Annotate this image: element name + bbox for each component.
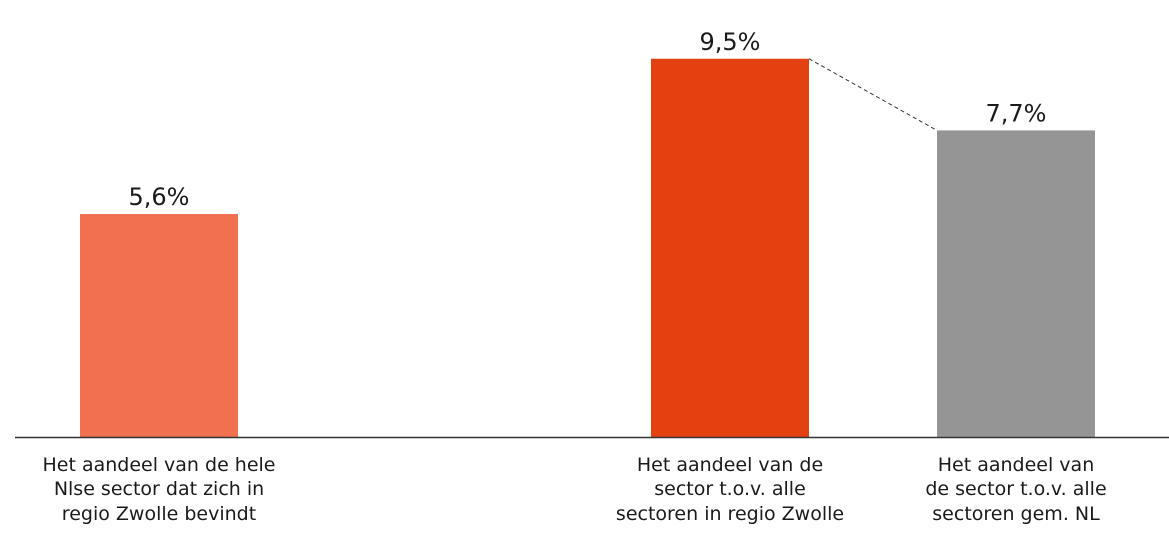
category-label-line: sectoren in regio Zwolle: [615, 502, 845, 525]
bar-2: [651, 58, 809, 438]
category-label-line: sector t.o.v. alle: [654, 478, 806, 501]
value-label-3: 7,7%: [986, 99, 1047, 127]
value-label-2: 9,5%: [700, 28, 761, 56]
category-label-2: Het aandeel van de sector t.o.v. alle sect…: [585, 453, 875, 526]
bar-3: [937, 130, 1095, 438]
connector-line: [808, 58, 938, 131]
category-label-1: Het aandeel van de hele Nlse sector dat z…: [14, 453, 304, 526]
category-label-line: de sector t.o.v. alle: [925, 478, 1107, 501]
value-label-1: 5,6%: [129, 183, 190, 211]
category-label-line: Het aandeel van de: [636, 454, 824, 476]
bar-1: [80, 214, 238, 437]
category-label-line: Nlse sector dat zich in: [53, 478, 265, 501]
category-label-line: Het aandeel van: [937, 454, 1095, 476]
category-label-3: Het aandeel van de sector t.o.v. alle sect…: [871, 453, 1161, 526]
category-label-line: sectoren gem. NL: [932, 502, 1100, 525]
category-label-line: regio Zwolle bevindt: [61, 502, 257, 525]
category-label-line: Het aandeel van de hele: [42, 454, 276, 476]
